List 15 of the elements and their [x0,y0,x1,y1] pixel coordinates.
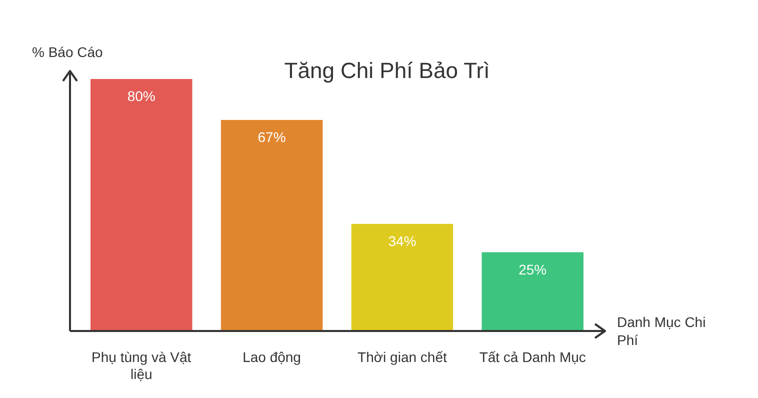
data-label: 67% [258,128,286,145]
y-axis-title: % Báo Cáo [32,44,104,60]
x-tick-label: Tất cả Danh Mục [479,349,586,365]
data-label: 34% [388,232,416,249]
x-tick-label: Thời gian chết [358,349,447,365]
data-label: 25% [518,261,547,278]
bar [220,120,323,331]
data-label: 80% [127,88,156,104]
x-tick-label: Phụ tùng và Vật liệu [92,349,192,382]
bar [351,224,454,331]
bar [482,252,584,331]
x-axis-title: Danh Mục Chi Phí [617,314,706,348]
bar [90,79,192,331]
x-tick-label: Lao động [242,349,301,365]
chart-title: Tăng Chi Phí Bảo Trì [284,58,490,83]
